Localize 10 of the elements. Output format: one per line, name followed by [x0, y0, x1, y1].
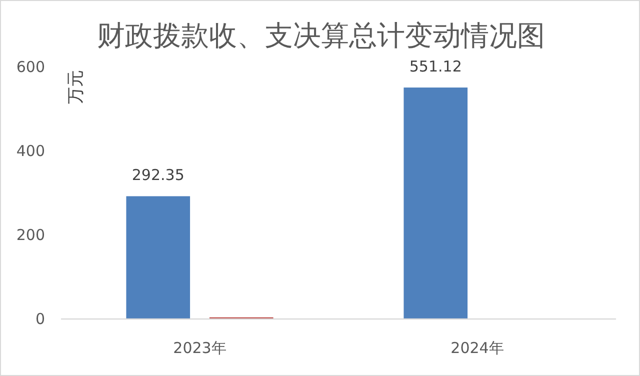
data-label: 292.35: [132, 166, 184, 184]
y-axis-title: 万元: [66, 70, 86, 104]
x-tick-label: 2023年: [173, 339, 226, 357]
y-tick-label: 400: [16, 142, 45, 160]
y-tick-label: 600: [16, 58, 45, 76]
x-tick-label: 2024年: [450, 339, 504, 357]
y-tick-label: 0: [35, 310, 45, 328]
y-tick-label: 200: [16, 226, 45, 244]
chart-title: 财政拨款收、支决算总计变动情况图: [96, 19, 546, 53]
data-label: 551.12: [409, 58, 462, 76]
